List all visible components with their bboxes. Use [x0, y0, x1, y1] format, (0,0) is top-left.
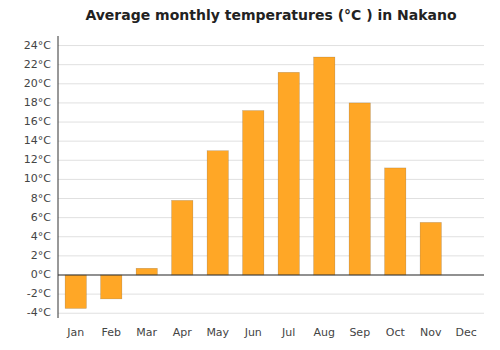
y-tick-label: 12°C — [24, 153, 51, 166]
grid-line — [58, 141, 484, 142]
x-tick-label: Aug — [314, 326, 335, 339]
grid-line — [58, 64, 484, 65]
bars — [65, 57, 441, 308]
y-tick-label: 20°C — [24, 77, 51, 90]
bar — [136, 268, 157, 275]
x-tick-label: Jan — [66, 326, 84, 339]
bar — [385, 168, 406, 275]
grid-line — [58, 102, 484, 103]
bar — [172, 200, 193, 275]
y-tick-label: 8°C — [31, 192, 51, 205]
y-tick-label: 18°C — [24, 96, 51, 109]
zero-line — [58, 274, 484, 275]
bar — [420, 222, 441, 275]
x-tick-label: Nov — [420, 326, 442, 339]
grid-line — [58, 160, 484, 161]
y-tick-label: -2°C — [27, 287, 51, 300]
y-tick-label: 24°C — [24, 39, 51, 52]
chart-title: Average monthly temperatures (°C ) in Na… — [85, 7, 457, 23]
bar — [65, 275, 86, 308]
y-tick-label: -4°C — [27, 306, 51, 319]
y-tick-labels: -4°C -2°C 0°C 2°C 4°C 6°C 8°C 10°C 12°C 14°C 16°C 1… — [24, 39, 51, 320]
y-tick-label: 6°C — [31, 211, 51, 224]
x-tick-label: Sep — [349, 326, 370, 339]
grid-line — [58, 198, 484, 199]
grid-line — [58, 45, 484, 46]
y-tick-label: 0°C — [31, 268, 51, 281]
chart-container: -4°C -2°C 0°C 2°C 4°C 6°C 8°C 10°C 12°C 14°C 16°C 1… — [0, 0, 500, 350]
x-tick-label: May — [206, 326, 229, 339]
x-tick-label: Mar — [136, 326, 157, 339]
grid-line — [58, 122, 484, 123]
x-tick-label: Oct — [386, 326, 406, 339]
grid-line — [58, 274, 484, 275]
chart-svg: -4°C -2°C 0°C 2°C 4°C 6°C 8°C 10°C 12°C 14°C 16°C 1… — [0, 0, 500, 350]
y-grid — [58, 46, 484, 314]
x-tick-label: Feb — [102, 326, 121, 339]
y-tick-label: 4°C — [31, 230, 51, 243]
y-tick-label: 10°C — [24, 172, 51, 185]
y-tick-label: 22°C — [24, 58, 51, 71]
x-tick-label: Dec — [456, 326, 477, 339]
y-tick-label: 2°C — [31, 249, 51, 262]
bar — [349, 103, 370, 275]
x-tick-label: Jul — [281, 326, 295, 339]
y-tick-label: 14°C — [24, 134, 51, 147]
x-tick-labels: Jan Feb Mar Apr May Jun Jul Aug Sep Oct Nov Dec — [66, 326, 477, 339]
bar — [278, 72, 299, 275]
bar — [207, 151, 228, 275]
grid-line — [58, 217, 484, 218]
grid-line — [58, 179, 484, 180]
grid-line — [58, 83, 484, 84]
x-tick-label: Jun — [244, 326, 262, 339]
y-axis-line — [58, 36, 59, 318]
x-tick-label: Apr — [173, 326, 193, 339]
bar — [314, 57, 335, 275]
bar — [243, 111, 264, 275]
y-tick-label: 16°C — [24, 115, 51, 128]
grid-line — [58, 313, 484, 314]
bar — [101, 275, 122, 299]
